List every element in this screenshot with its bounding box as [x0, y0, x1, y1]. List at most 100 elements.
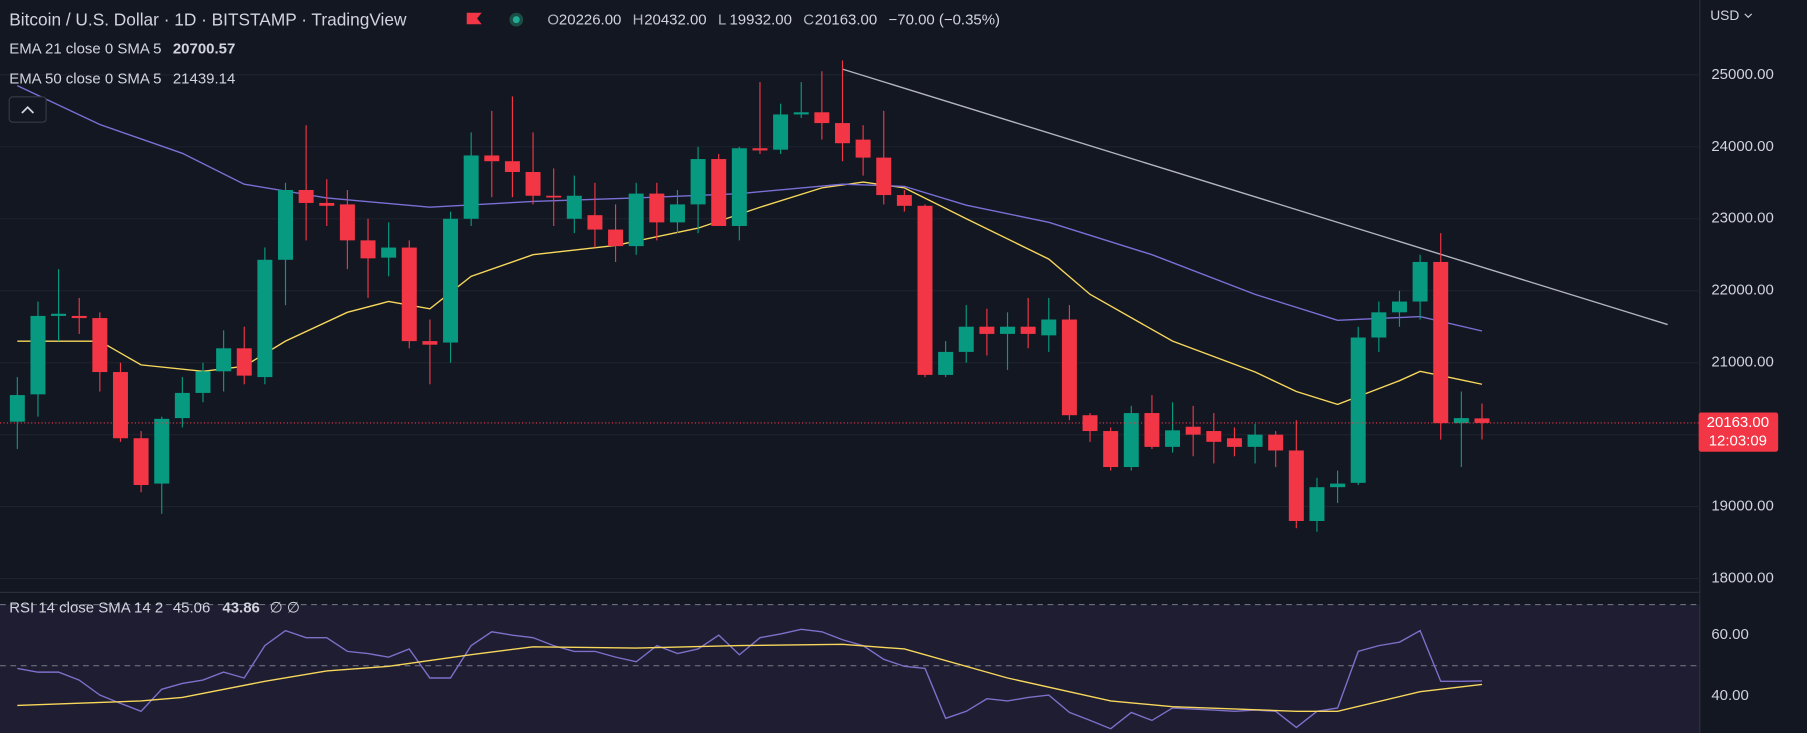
candle-body	[793, 112, 809, 115]
candle-body	[1206, 431, 1222, 442]
ohlc-value: 20432.00	[644, 12, 706, 29]
candle-body	[1123, 413, 1139, 468]
trendline	[842, 68, 1668, 326]
plot: 25000.00 24000.00 23000.00 22000.00 21000.00…	[0, 60, 1779, 733]
rsi-legend-value: 43.86	[222, 599, 259, 616]
candle-body	[174, 392, 190, 419]
candle-body	[71, 315, 87, 319]
candle-body	[1309, 487, 1325, 521]
candle-body	[855, 139, 871, 158]
candle-body	[938, 351, 954, 375]
candle-body	[9, 395, 25, 422]
candle-body	[1453, 418, 1469, 424]
candle-body	[546, 195, 562, 198]
candle-body	[1268, 434, 1284, 451]
ohlc-key: C	[803, 12, 814, 29]
y-tick-label: 25000.00	[1711, 66, 1773, 83]
candle-body	[236, 348, 252, 376]
candle-body	[504, 161, 520, 173]
candle-body	[278, 189, 293, 260]
chart-title: Bitcoin / U.S. Dollar · 1D · BITSTAMP · …	[9, 9, 407, 29]
candle-body	[422, 341, 438, 345]
candle-body	[876, 157, 892, 196]
candle-body	[1226, 438, 1242, 447]
candle-body	[979, 326, 995, 334]
candle-body	[92, 318, 108, 373]
candle-body	[1185, 426, 1201, 435]
candle-body	[608, 229, 624, 247]
candle-body	[525, 172, 541, 196]
candle-body	[649, 193, 665, 223]
candle-body	[566, 195, 582, 219]
candle-body	[711, 159, 727, 226]
candle-body	[298, 189, 314, 203]
candle-body	[1061, 319, 1077, 416]
candle-body	[1020, 326, 1036, 334]
candle-body	[360, 240, 376, 259]
legend-value: 21439.14	[173, 70, 235, 87]
candle-body	[30, 315, 46, 395]
ohlc-key: H	[633, 12, 644, 29]
ohlc-header: O 20226.00 H 20432.00 L 19932.00 C 20163.00 −70.…	[547, 12, 1000, 29]
candle-body	[1000, 326, 1016, 334]
y-tick-label: 21000.00	[1711, 354, 1773, 371]
candle-body	[1371, 312, 1387, 338]
candle-body	[154, 418, 170, 484]
ohlc-value: 20226.00	[559, 12, 621, 29]
y-tick-label: 40.00	[1711, 687, 1748, 704]
candle-body	[484, 155, 500, 162]
candle-body	[1165, 430, 1181, 447]
ohlc-key: L	[718, 12, 726, 29]
candle-body	[1330, 483, 1346, 488]
candle-body	[917, 205, 933, 375]
candle-body	[1288, 450, 1304, 521]
legend-value: 20700.57	[173, 41, 235, 58]
candle-body	[669, 204, 685, 223]
candle-body	[628, 193, 644, 247]
candle-body	[51, 313, 67, 316]
ohlc-key: O	[547, 12, 559, 29]
legend-name: EMA 50 close 0 SMA 5	[9, 70, 161, 87]
flag-icon	[466, 12, 482, 25]
y-tick-label: 18000.00	[1711, 570, 1773, 587]
candle-body	[1041, 319, 1057, 336]
candle-body	[112, 372, 128, 439]
candle-body	[339, 204, 355, 241]
candle-body	[133, 438, 149, 486]
candle-body	[1474, 418, 1490, 423]
candle-body	[401, 247, 417, 342]
candle-body	[1433, 261, 1449, 424]
currency[interactable]: USD	[1710, 7, 1739, 23]
y-tick-label: 22000.00	[1711, 282, 1773, 299]
candle-body	[1391, 301, 1407, 313]
legend-name: EMA 21 close 0 SMA 5	[9, 41, 161, 58]
line-series	[17, 643, 1483, 712]
candle-body	[690, 159, 706, 205]
candle-body	[1412, 261, 1428, 302]
line-series	[16, 85, 1483, 332]
ohlc-value: 19932.00	[729, 12, 791, 29]
candle-body	[319, 202, 335, 206]
rsi-band	[0, 604, 1700, 733]
candle-body	[1103, 431, 1119, 468]
last-price-label: 20163.00	[1707, 414, 1769, 431]
y-tick-label: 60.00	[1711, 626, 1748, 643]
ohlc-value: 20163.00	[815, 12, 877, 29]
ohlc-value: −70.00 (−0.35%)	[889, 12, 1001, 29]
candle-body	[216, 348, 232, 372]
candle-body	[1247, 434, 1263, 447]
candle-body	[731, 148, 747, 226]
rsi-legend-value: 45.06	[173, 599, 210, 616]
y-tick-label: 24000.00	[1711, 138, 1773, 155]
y-tick-label: 23000.00	[1711, 210, 1773, 227]
last-price-box	[1698, 412, 1779, 452]
collapse-button[interactable]	[8, 96, 47, 123]
candle-body	[257, 259, 273, 378]
candle-body	[443, 218, 459, 343]
candle-body	[463, 155, 479, 219]
candle-body	[814, 112, 830, 124]
candle-body	[896, 195, 912, 206]
candle-body	[958, 326, 974, 352]
